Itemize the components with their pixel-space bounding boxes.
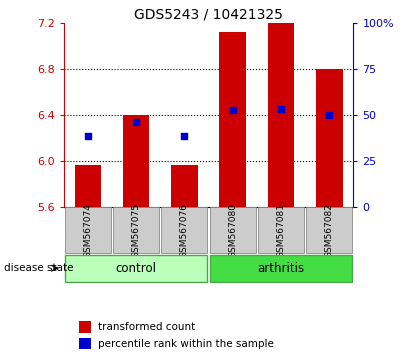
Point [85, 133, 91, 139]
Point [229, 108, 236, 113]
Text: GSM567081: GSM567081 [277, 202, 286, 258]
Point [278, 107, 284, 112]
Text: GSM567074: GSM567074 [83, 202, 92, 258]
FancyBboxPatch shape [210, 255, 352, 282]
Point [181, 133, 188, 139]
Text: percentile rank within the sample: percentile rank within the sample [98, 339, 273, 349]
Bar [123, 115, 150, 209]
Text: GSM567082: GSM567082 [325, 202, 334, 258]
FancyBboxPatch shape [306, 207, 352, 253]
Bar [171, 165, 198, 209]
FancyBboxPatch shape [65, 255, 208, 282]
Text: GSM567075: GSM567075 [132, 202, 141, 258]
Bar [74, 165, 101, 209]
Point [326, 112, 332, 118]
Bar [79, 321, 91, 333]
Title: GDS5243 / 10421325: GDS5243 / 10421325 [134, 8, 283, 22]
FancyBboxPatch shape [113, 207, 159, 253]
Bar [79, 338, 91, 349]
FancyBboxPatch shape [65, 207, 111, 253]
Text: disease state: disease state [4, 263, 74, 273]
Text: GSM567076: GSM567076 [180, 202, 189, 258]
FancyBboxPatch shape [210, 207, 256, 253]
Bar [268, 21, 294, 209]
Bar [316, 69, 343, 209]
Point [133, 119, 139, 125]
FancyBboxPatch shape [162, 207, 208, 253]
Bar [219, 32, 246, 209]
FancyBboxPatch shape [258, 207, 304, 253]
Text: GSM567080: GSM567080 [228, 202, 237, 258]
Text: control: control [115, 262, 157, 275]
Text: arthritis: arthritis [257, 262, 305, 275]
Text: transformed count: transformed count [98, 322, 195, 332]
